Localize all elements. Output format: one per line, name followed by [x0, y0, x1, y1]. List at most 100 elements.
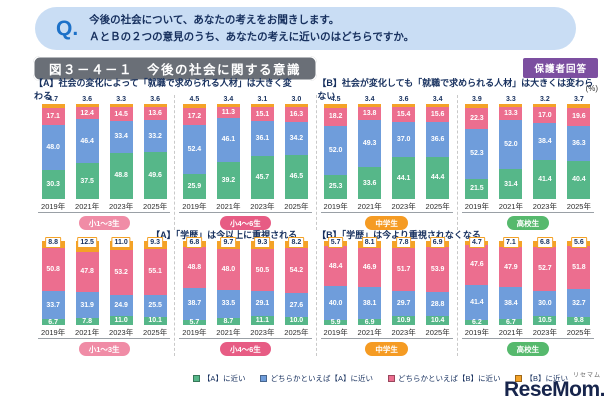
segment-value: 52.0	[504, 140, 518, 148]
year-label: 2021年	[498, 202, 523, 211]
segment-1: 52.0	[499, 119, 523, 170]
segment-value: 30.3	[46, 181, 60, 189]
segment-1: 40.0	[324, 286, 348, 321]
segment-value: 36.3	[572, 139, 586, 147]
segment-2: 52.7	[533, 246, 557, 291]
segment-value: 46.4	[80, 137, 94, 145]
legend-item: 【B】に近い	[515, 373, 568, 384]
segment-1: 52.3	[465, 128, 489, 179]
bar-stack: 45.7 36.1 15.1	[250, 104, 274, 199]
segment-3	[250, 104, 274, 107]
segment-value: 10.9	[396, 316, 411, 324]
year-label: 2025年	[566, 328, 591, 337]
segment-value: 29.1	[255, 299, 270, 307]
top-segment-value: 3.6	[82, 96, 92, 103]
stacked-bar-中学生-2019年: 4.5 25.3 52.0 18.2 2019年	[324, 95, 348, 212]
segment-2: 17.1	[41, 108, 65, 125]
group-badge-小1～3生: 小1～3生	[78, 216, 130, 230]
segment-2: 46.9	[358, 247, 382, 288]
segment-value: 37.5	[80, 177, 94, 185]
top-segment-value: 4.7	[469, 237, 485, 248]
year-label: 2025年	[425, 328, 450, 337]
segment-value: 41.4	[538, 175, 552, 183]
year-label: 2019年	[182, 202, 207, 211]
top-segment-value: 8.1	[361, 237, 378, 248]
legend-label: 【B】に近い	[525, 374, 568, 383]
segment-0: 30.3	[41, 170, 65, 199]
segment-0: 6.2	[465, 318, 489, 326]
segment-2: 16.3	[284, 106, 308, 123]
segment-2: 17.2	[182, 108, 206, 125]
question-text: 今後の社会について、あなたの考えをお聞きします。 ＡとＢの２つの意見のうち、あな…	[89, 12, 414, 46]
chart-legend: 【A】に近い どちらかといえば【A】に近い どちらかといえば【B】に近い 【B】に近い	[192, 373, 568, 384]
segment-2: 11.3	[216, 107, 240, 118]
stacked-bar-小1～3生-2019年: 4.7 30.3 48.0 17.1 2019年	[41, 95, 65, 212]
segment-value: 18.2	[328, 113, 343, 121]
bar-stack: 44.4 36.6 15.6	[426, 104, 450, 199]
segment-1: 33.2	[143, 120, 167, 152]
segment-value: 32.7	[572, 299, 586, 307]
legend-swatch	[387, 375, 395, 382]
year-label: 2021年	[75, 328, 100, 337]
segment-2: 48.4	[324, 245, 348, 287]
respondent-badge: 保護者回答	[523, 58, 598, 78]
segment-value: 15.6	[430, 111, 445, 119]
stacked-bar-中学生-2025年: 10.4 28.8 53.9 6.9 2025年	[426, 237, 450, 338]
segment-1: 33.5	[216, 289, 240, 318]
bar-group-中学生: 4.5 25.3 52.0 18.2 2019年 3.4 33.6 49.3 13.8 2021年…	[317, 95, 458, 230]
segment-3	[426, 104, 450, 108]
year-label: 2019年	[41, 328, 66, 337]
segment-3	[465, 104, 489, 108]
segment-value: 31.4	[504, 180, 518, 188]
segment-value: 17.2	[187, 112, 202, 120]
segment-value: 52.4	[187, 146, 202, 154]
segment-2: 48.0	[216, 249, 240, 290]
segment-2: 51.7	[392, 247, 416, 291]
segment-value: 44.1	[396, 174, 411, 182]
stacked-bar-小1～3生-2023年: 11.0 24.9 53.2 11.0 2023年	[109, 237, 133, 338]
year-label: 2025年	[566, 202, 591, 211]
segment-value: 6.2	[472, 318, 482, 326]
segment-0: 33.6	[358, 167, 382, 199]
segment-value: 47.9	[504, 263, 518, 271]
segment-value: 47.6	[470, 261, 484, 269]
segment-value: 25.9	[187, 183, 202, 191]
group-badge-中学生: 中学生	[365, 216, 408, 230]
segment-2: 48.8	[182, 246, 206, 288]
year-label: 2019年	[182, 328, 207, 337]
bars-row: 4.5 25.9 52.4 17.2 2019年 3.4 39.2 46.1 11.3 2021年…	[179, 95, 312, 213]
segment-2: 13.6	[143, 107, 167, 121]
bars-row: 4.5 25.3 52.0 18.2 2019年 3.4 33.6 49.3 13.8 2021年…	[320, 95, 453, 213]
segment-1: 52.4	[182, 124, 206, 175]
bar-group-小1～3生: 6.7 33.7 50.8 8.8 2019年 7.8 31.9 47.8 12.5 2021年 1…	[34, 237, 176, 356]
bar-stack: 31.4 52.0 13.3	[499, 104, 523, 199]
segment-0: 5.9	[324, 319, 348, 326]
year-label: 2025年	[143, 328, 168, 337]
segment-value: 50.5	[255, 266, 270, 274]
segment-2: 47.8	[75, 251, 99, 292]
segment-2: 53.9	[426, 246, 450, 293]
stacked-bar-高校生-2023年: 10.5 30.0 52.7 6.8 2023年	[533, 237, 557, 338]
segment-3	[499, 104, 523, 108]
segment-2: 15.1	[250, 106, 274, 122]
segment-1: 24.9	[109, 294, 133, 316]
stacked-bar-小1～3生-2025年: 3.6 49.6 33.2 13.6 2025年	[143, 95, 167, 212]
segment-1: 31.9	[75, 291, 99, 319]
segment-value: 5.7	[189, 319, 200, 327]
segment-value: 10.0	[289, 317, 304, 325]
segment-value: 19.6	[572, 113, 586, 121]
segment-1: 38.7	[182, 287, 206, 321]
segment-0: 9.8	[567, 316, 591, 325]
segment-0: 6.7	[499, 319, 523, 326]
group-badge-小4～6生: 小4～6生	[219, 216, 271, 230]
segment-value: 25.3	[328, 183, 343, 191]
segment-value: 6.9	[364, 318, 375, 326]
segment-2: 47.6	[465, 244, 489, 285]
segment-value: 12.4	[80, 109, 94, 117]
segment-value: 10.5	[538, 317, 552, 325]
segment-value: 28.8	[430, 300, 445, 308]
segment-2: 13.8	[358, 107, 382, 121]
year-label: 2019年	[464, 328, 489, 337]
group-badge-高校生: 高校生	[506, 216, 550, 230]
segment-value: 33.4	[114, 133, 128, 141]
